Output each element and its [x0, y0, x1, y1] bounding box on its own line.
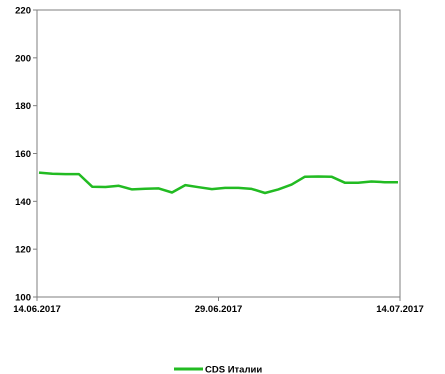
y-tick-label: 220	[15, 6, 31, 17]
x-tick-label: 29.06.2017	[195, 304, 243, 315]
legend: CDS Италии	[174, 365, 262, 374]
y-tick-label: 100	[15, 293, 31, 304]
y-axis-ticks: 100 120 140 160 180 200 220	[15, 6, 37, 304]
x-axis-ticks: 14.06.2017 29.06.2017 14.07.2017	[13, 297, 424, 315]
y-tick-label: 200	[15, 53, 31, 64]
series-layer	[38, 171, 398, 195]
y-tick-label: 120	[15, 245, 31, 256]
x-tick-label: 14.07.2017	[376, 304, 424, 315]
plot-area	[36, 9, 401, 298]
plot-frame	[36, 9, 401, 298]
x-tick-label: 14.06.2017	[13, 304, 61, 315]
series-line-0	[38, 171, 398, 195]
legend-label: CDS Италии	[205, 365, 262, 374]
y-tick-label: 140	[15, 197, 31, 208]
y-tick-label: 160	[15, 149, 31, 160]
y-tick-label: 180	[15, 101, 31, 112]
